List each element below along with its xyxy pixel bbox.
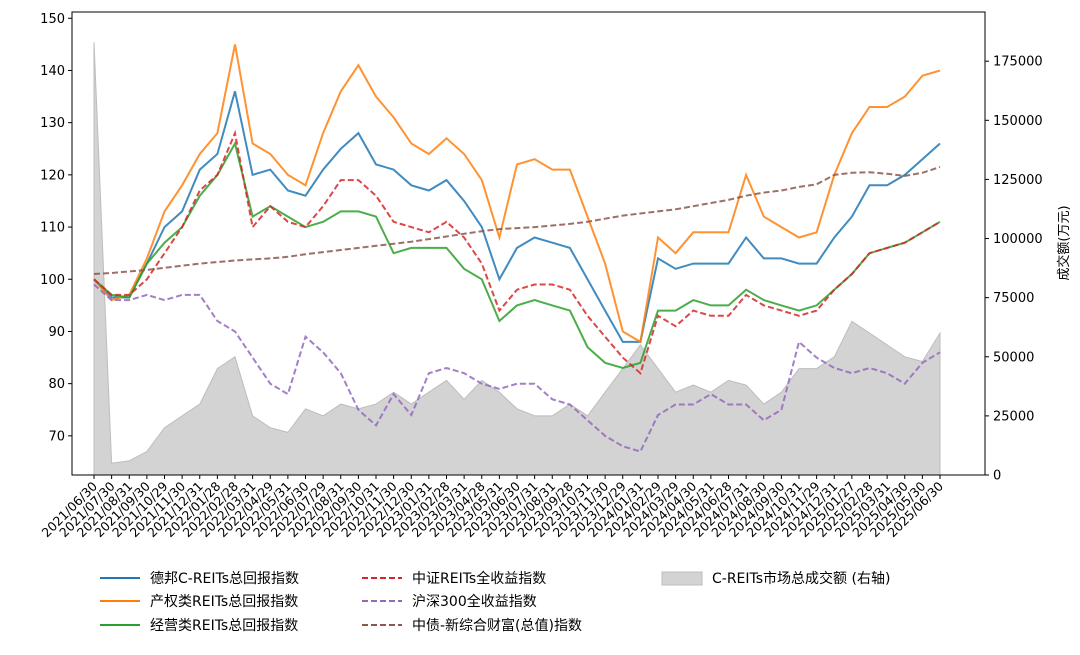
y-tick-label: 80 bbox=[48, 377, 65, 392]
y-right-tick-label: 150000 bbox=[993, 114, 1043, 129]
y-right-tick-label: 100000 bbox=[993, 232, 1043, 247]
series-line-0 bbox=[93, 91, 941, 343]
series-line-4 bbox=[93, 283, 941, 453]
legend-swatch bbox=[661, 571, 703, 586]
series-line-5 bbox=[93, 166, 941, 275]
y-tick-label: 130 bbox=[40, 116, 65, 131]
y-right-tick-label: 25000 bbox=[993, 409, 1034, 424]
y-tick-label: 90 bbox=[48, 325, 65, 340]
y-right-tick-label: 75000 bbox=[993, 291, 1034, 306]
x-axis: 2021/06/302021/07/302021/08/312021/09/30… bbox=[39, 475, 946, 540]
legend-label: C-REITs市场总成交额 (右轴) bbox=[712, 570, 890, 587]
plot-frame bbox=[71, 11, 986, 476]
legend-label: 中证REITs全收益指数 bbox=[412, 570, 546, 587]
y-tick-label: 110 bbox=[40, 221, 65, 236]
legend-label: 经营类REITs总回报指数 bbox=[150, 618, 298, 634]
y-right-tick-label: 125000 bbox=[993, 173, 1043, 188]
series-line-2 bbox=[93, 140, 941, 370]
y-tick-label: 150 bbox=[40, 12, 65, 27]
y-tick-label: 140 bbox=[40, 64, 65, 79]
series-line-3 bbox=[93, 129, 941, 375]
y-right-tick-label: 50000 bbox=[993, 350, 1034, 365]
right-axis-label: 成交额(万元) bbox=[1056, 205, 1072, 280]
y-tick-label: 100 bbox=[40, 273, 65, 288]
series-lines-layer bbox=[93, 44, 941, 453]
volume-area bbox=[93, 42, 941, 476]
y-tick-label: 120 bbox=[40, 168, 65, 183]
legend-label: 中债-新综合财富(总值)指数 bbox=[412, 617, 582, 634]
legend-label: 沪深300全收益指数 bbox=[412, 593, 537, 610]
legend: 德邦C-REITs总回报指数产权类REITs总回报指数经营类REITs总回报指数… bbox=[100, 570, 890, 634]
right-axis: 0 25000 50000 75000 100000 125000 150000 175000 bbox=[985, 55, 1043, 484]
volume-area-layer bbox=[93, 42, 941, 476]
series-line-1 bbox=[93, 44, 941, 344]
y-right-tick-label: 0 bbox=[993, 469, 1001, 484]
legend-label: 德邦C-REITs总回报指数 bbox=[150, 571, 299, 587]
left-axis: 70 80 90 100 110 120 130 140 150 bbox=[40, 12, 72, 444]
legend-label: 产权类REITs总回报指数 bbox=[150, 594, 298, 610]
y-tick-label: 70 bbox=[48, 429, 65, 444]
y-right-tick-label: 175000 bbox=[993, 55, 1043, 70]
